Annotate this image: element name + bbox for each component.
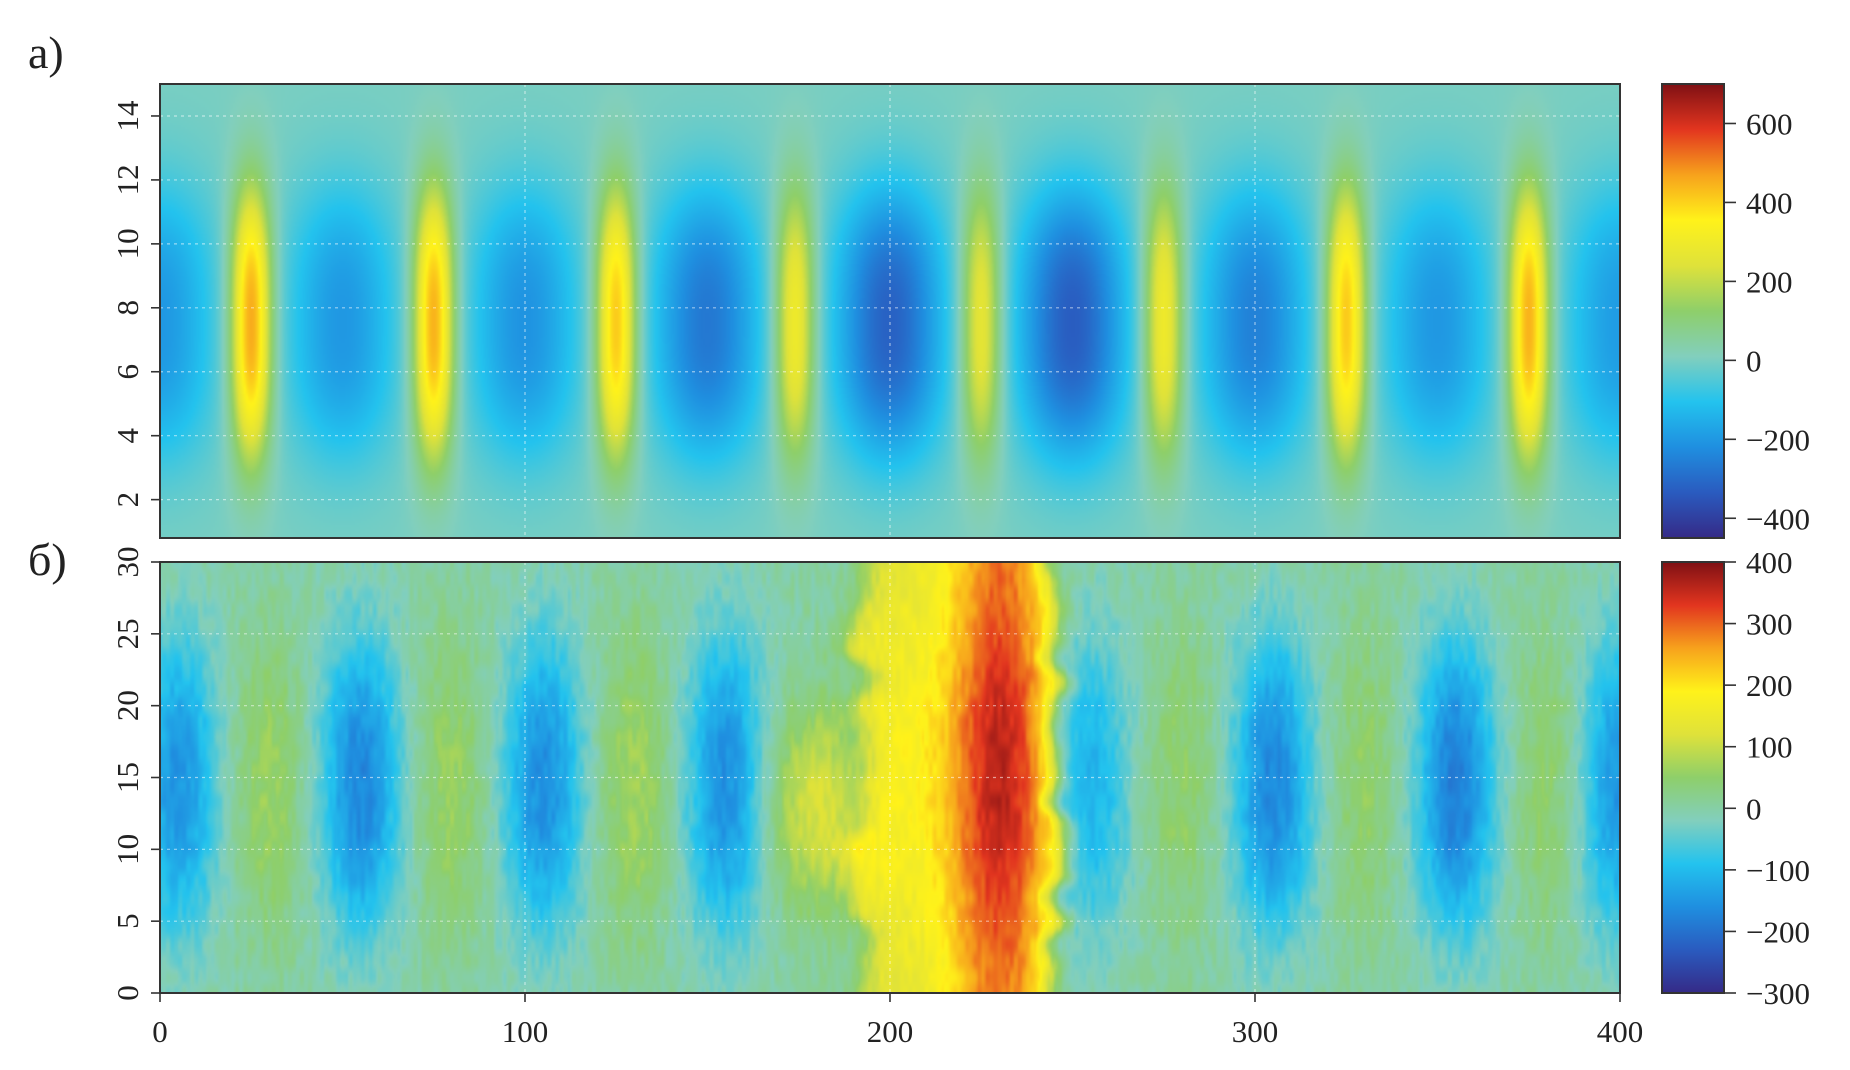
y-tick-label: 4 [110,427,145,443]
y-tick-label: 10 [110,228,145,259]
plot-frame-a [159,83,1621,539]
colorbar-tick-label: −200 [1746,422,1810,457]
y-tick-label: 0 [110,985,145,1001]
y-tick-label: 30 [110,547,145,578]
y-tick-label: 8 [110,300,145,316]
colorbar-tick-label: 0 [1746,343,1762,378]
colorbar-tick-label: 100 [1746,730,1793,765]
colorbar-tick-label: 300 [1746,607,1793,642]
y-tick-label: 15 [110,762,145,793]
colorbar-tick-label: −200 [1746,914,1810,949]
colorbar-tick-label: 200 [1746,668,1793,703]
y-tick-label: 10 [110,834,145,865]
colorbar-tick-label: 0 [1746,791,1762,826]
x-tick-label: 300 [1232,1014,1279,1049]
y-tick-label: 25 [110,618,145,649]
colorbar-tick-label: −400 [1746,501,1810,536]
colorbar-tick-label: 400 [1746,545,1793,580]
y-tick-label: 2 [110,492,145,508]
colorbar-b [1661,561,1725,994]
labels: 2 4 6 8 10 12 14 600 400 200 0 −200 −400 0 5 10 15 20 25 30… [28,27,1810,1049]
panel-label-b: б) [28,534,67,585]
colorbar-tick-label: −100 [1746,853,1810,888]
x-tick-label: 0 [152,1014,168,1049]
colorbar-tick-label: 400 [1746,185,1793,220]
colorbar-tick-label: 600 [1746,106,1793,141]
x-tick-label: 100 [502,1014,549,1049]
y-tick-label: 6 [110,364,145,380]
colorbar-tick-label: 200 [1746,264,1793,299]
y-tick-label: 5 [110,913,145,929]
colorbar-tick-label: −300 [1746,976,1810,1011]
y-tick-label: 14 [110,100,145,132]
x-tick-label: 400 [1597,1014,1644,1049]
panel-label-a: а) [28,27,64,78]
colorbar-a [1661,83,1725,539]
y-tick-label: 20 [110,690,145,721]
y-tick-label: 12 [110,164,145,195]
frames [151,83,1736,1002]
grid-lines [160,84,1620,993]
x-tick-label: 200 [867,1014,914,1049]
